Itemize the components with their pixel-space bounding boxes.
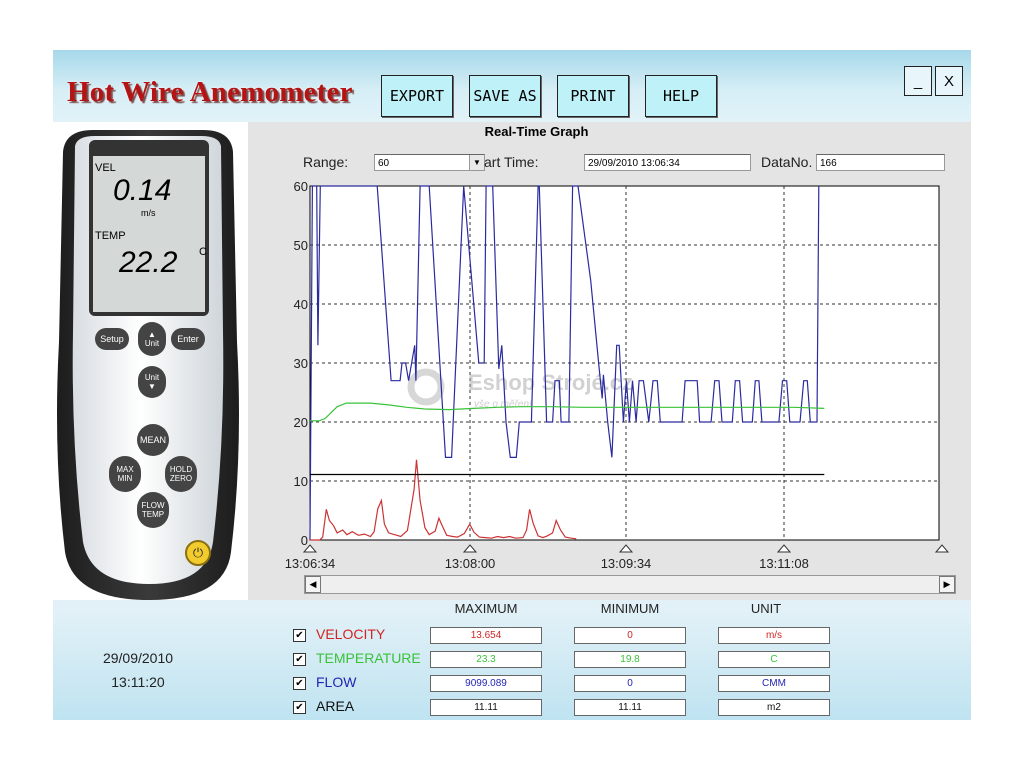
graph-panel: Real-Time Graph Range: 60 ▼ art Time: 29…: [248, 122, 971, 600]
x-tick-marker-icon: [302, 544, 318, 553]
minimum-header: MINIMUM: [600, 601, 660, 616]
chevron-down-icon[interactable]: ▼: [469, 155, 484, 170]
series-name-flow: FLOW: [316, 674, 357, 690]
flow-min-value: 0: [574, 675, 686, 692]
down-arrow-icon: ▼: [148, 382, 156, 391]
x-tick-marker-icon: [462, 544, 478, 553]
area-max-value: 11.11: [430, 699, 542, 716]
help-button[interactable]: HELP: [645, 75, 717, 117]
x-tick-marker-icon: [618, 544, 634, 553]
start-time-label: art Time:: [484, 154, 539, 170]
y-tick-label: 40: [294, 297, 308, 312]
x-tick-label: 13:11:08: [759, 556, 809, 571]
unit-header: UNIT: [750, 601, 782, 616]
series-name-area: AREA: [316, 698, 355, 714]
x-tick-marker-icon: [934, 544, 950, 553]
series-line-flow: [309, 185, 820, 541]
velocity-unit-value: m/s: [718, 627, 830, 644]
temp-unit: C: [199, 246, 207, 258]
lcd-screen: [93, 156, 205, 312]
mean-button: MEAN: [137, 424, 169, 456]
export-button[interactable]: EXPORT: [381, 75, 453, 117]
vel-label: VEL: [95, 162, 116, 174]
y-tick-label: 20: [294, 415, 308, 430]
temp-label: TEMP: [95, 230, 126, 242]
app-window: Hot Wire Anemometer EXPORT SAVE AS PRINT…: [53, 50, 971, 720]
unit-down-button: Unit ▼: [138, 366, 166, 398]
maximum-header: MAXIMUM: [454, 601, 518, 616]
close-button[interactable]: X: [935, 66, 963, 96]
area-unit-value: m2: [718, 699, 830, 716]
current-time: 13:11:20: [111, 674, 165, 690]
flow-unit-value: CMM: [718, 675, 830, 692]
x-tick-label: 13:06:34: [285, 556, 336, 571]
checkbox-area[interactable]: ✔: [293, 701, 306, 714]
horizontal-scrollbar[interactable]: ◀ ▶: [304, 575, 956, 594]
area-min-value: 11.11: [574, 699, 686, 716]
power-icon: ⏻: [185, 540, 211, 566]
series-line-velocity: [310, 459, 577, 541]
print-button[interactable]: PRINT: [557, 75, 629, 117]
unit-up-button: ▲ Unit: [138, 322, 166, 356]
x-tick-marker-icon: [776, 544, 792, 553]
velocity-max-value: 13.654: [430, 627, 542, 644]
vel-unit: m/s: [141, 208, 156, 218]
scroll-right-icon[interactable]: ▶: [939, 576, 955, 593]
up-arrow-icon: ▲: [148, 330, 156, 339]
minimize-button[interactable]: _: [904, 66, 932, 96]
graph-title: Real-Time Graph: [484, 124, 589, 139]
watermark-tagline: vše o měření: [474, 399, 533, 410]
series-line-temperature: [310, 402, 825, 422]
y-tick-label: 10: [294, 474, 308, 489]
flow-temp-button: FLOW TEMP: [137, 492, 169, 528]
vel-value: 0.14: [113, 174, 172, 207]
watermark-name: Eshop Strojé.cz: [468, 370, 633, 395]
x-tick-label: 13:08:00: [445, 556, 496, 571]
temperature-min-value: 19.8: [574, 651, 686, 668]
y-tick-label: 30: [294, 356, 308, 371]
range-label: Range:: [303, 154, 349, 170]
x-tick-label: 13:09:34: [601, 556, 652, 571]
series-name-temperature: TEMPERATURE: [316, 650, 421, 666]
current-date: 29/09/2010: [102, 650, 174, 666]
scroll-left-icon[interactable]: ◀: [305, 576, 321, 593]
y-tick-label: 0: [301, 533, 308, 548]
y-tick-label: 50: [294, 238, 308, 253]
hold-zero-button: HOLD ZERO: [165, 456, 197, 492]
data-no-label: DataNo.: [761, 154, 813, 170]
velocity-min-value: 0: [574, 627, 686, 644]
temperature-max-value: 23.3: [430, 651, 542, 668]
range-value: 60: [378, 158, 390, 169]
temp-value: 22.2: [119, 246, 178, 279]
save-as-button[interactable]: SAVE AS: [469, 75, 541, 117]
app-title: Hot Wire Anemometer: [67, 76, 353, 108]
device-panel: VEL 0.14 m/s TEMP 22.2 C Setup ▲ Unit Ent…: [53, 122, 248, 600]
temperature-unit-value: C: [718, 651, 830, 668]
max-min-button: MAX MIN: [109, 456, 141, 492]
flow-max-value: 9099.089: [430, 675, 542, 692]
checkbox-velocity[interactable]: ✔: [293, 629, 306, 642]
enter-button: Enter: [171, 328, 205, 350]
checkbox-temperature[interactable]: ✔: [293, 653, 306, 666]
y-tick-label: 60: [294, 179, 308, 194]
series-name-velocity: VELOCITY: [316, 626, 386, 642]
setup-button: Setup: [95, 328, 129, 350]
start-time-field[interactable]: 29/09/2010 13:06:34: [584, 154, 751, 171]
real-time-chart: Eshop Strojé.cz vše o měření 0 10 20 30 40 50…: [285, 179, 950, 571]
data-no-field[interactable]: 166: [816, 154, 945, 171]
range-select[interactable]: 60 ▼: [374, 154, 485, 171]
checkbox-flow[interactable]: ✔: [293, 677, 306, 690]
